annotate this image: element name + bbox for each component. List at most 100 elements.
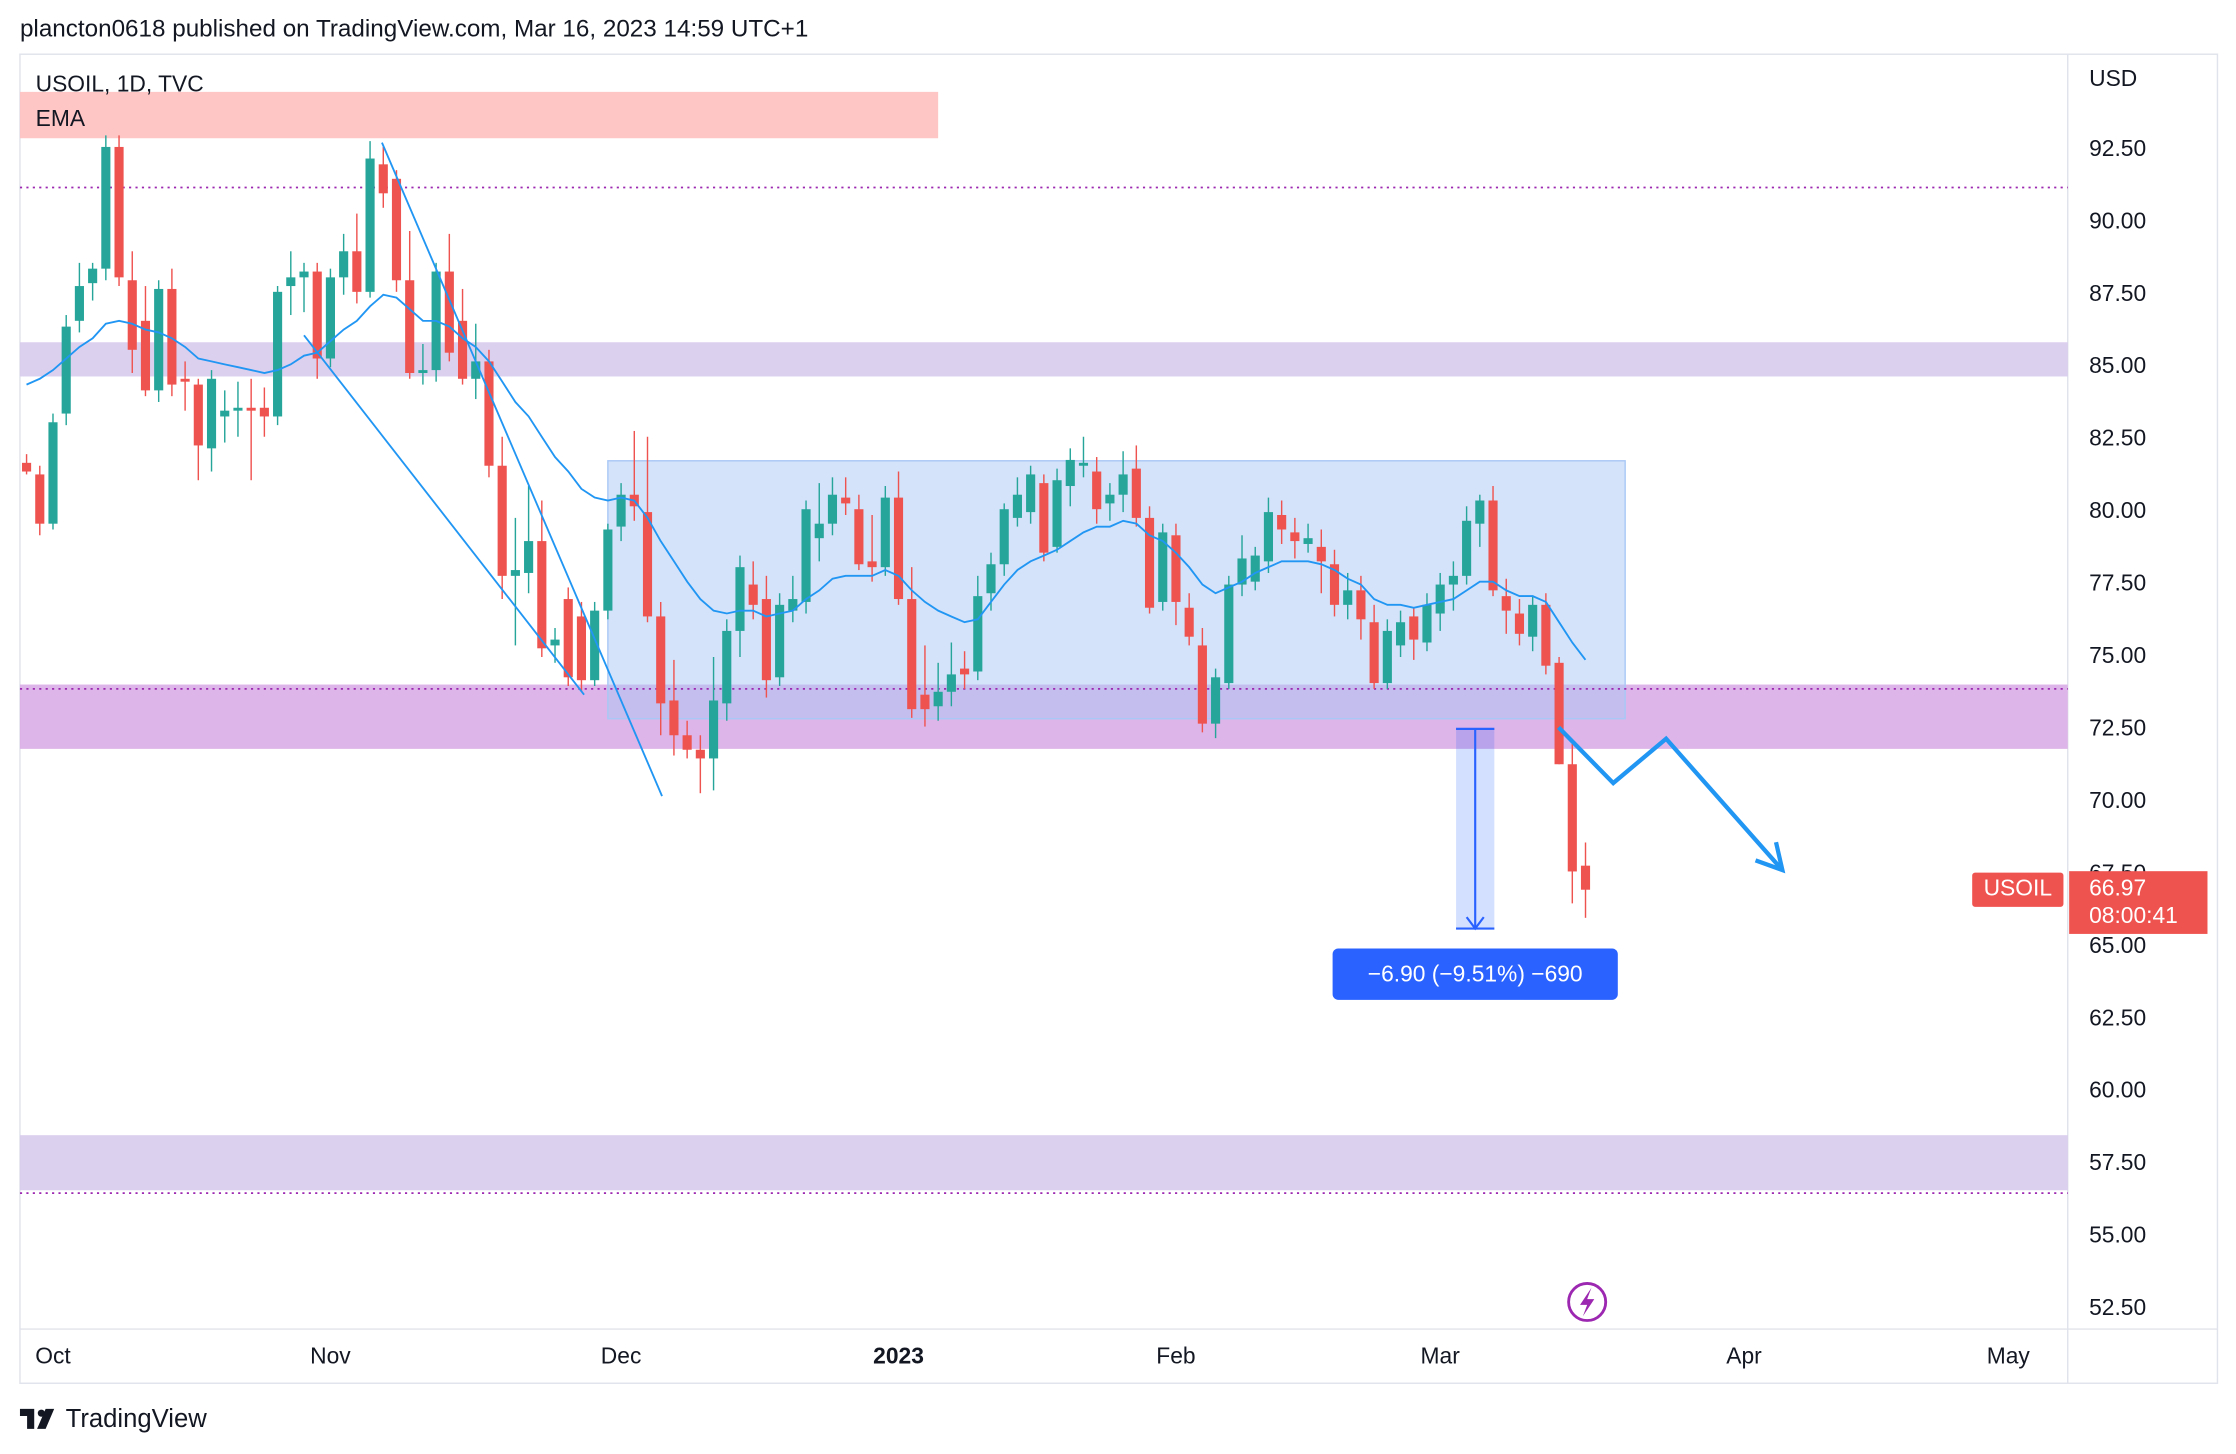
candle-body — [114, 146, 124, 278]
measure-label-box — [1332, 948, 1618, 1000]
candle-body — [986, 564, 996, 594]
candle-body — [312, 271, 322, 359]
candle-body — [1303, 538, 1313, 544]
candle-body — [140, 320, 151, 391]
candle-body — [1092, 471, 1102, 510]
candle-body — [1316, 546, 1326, 562]
measure-arrowhead — [1465, 916, 1485, 931]
trend-line — [303, 334, 585, 696]
y-tick-label: 80.00 — [2089, 497, 2146, 523]
footer-logo — [19, 1408, 55, 1429]
y-tick-label: 77.50 — [2089, 570, 2146, 596]
candle-body — [1382, 630, 1392, 684]
x-tick-label: Nov — [310, 1343, 351, 1369]
candle-body — [273, 291, 283, 417]
candle-body — [1052, 480, 1062, 547]
candle-body — [814, 523, 824, 539]
y-tick-label: 92.50 — [2089, 135, 2146, 161]
candle-body — [1211, 677, 1221, 724]
candle-body — [1488, 500, 1498, 591]
candle-body — [378, 164, 388, 194]
candle-body — [1435, 584, 1445, 614]
candle-body — [999, 509, 1009, 565]
y-tick-label: 70.00 — [2089, 787, 2146, 813]
y-tick-label: 75.00 — [2089, 642, 2146, 668]
candle-body — [1580, 865, 1591, 890]
candle-body — [788, 599, 798, 611]
candle-body — [1554, 662, 1564, 765]
y-tick-label: 55.00 — [2089, 1222, 2146, 1248]
candle-body — [1448, 575, 1458, 585]
candle-body — [391, 178, 402, 281]
candle-body — [616, 494, 626, 527]
candle-body — [22, 462, 32, 472]
candle-body — [1356, 590, 1366, 620]
candle-body — [1158, 532, 1168, 602]
candle-body — [907, 599, 917, 710]
candle-body — [867, 561, 877, 568]
candle-body — [1514, 613, 1525, 634]
candle-body — [352, 251, 362, 292]
candle-body — [761, 599, 771, 681]
candle-body — [233, 407, 243, 411]
candle-body — [550, 639, 560, 646]
footer-brand: TradingView — [66, 1405, 208, 1433]
candle-body — [193, 384, 203, 446]
chart-frame — [19, 53, 2219, 1384]
candle-body — [669, 700, 679, 736]
candle-body — [167, 288, 177, 385]
candle-body — [1197, 645, 1207, 724]
x-tick-label: Oct — [35, 1343, 71, 1369]
candle-body — [1277, 514, 1287, 530]
candle-body — [418, 370, 428, 373]
candle-body — [827, 494, 838, 524]
candle-body — [920, 694, 930, 710]
candle-body — [1105, 494, 1115, 504]
zone — [19, 1135, 2068, 1191]
candle-body — [1541, 604, 1551, 666]
candle-body — [35, 474, 45, 524]
alert-icon-bolt — [1580, 1287, 1595, 1317]
y-tick-label: 87.50 — [2089, 280, 2146, 306]
candle-body — [893, 497, 904, 600]
candle-body — [537, 541, 547, 649]
candle-body — [1567, 764, 1577, 872]
x-tick-label: 2023 — [873, 1343, 924, 1369]
y-tick-label: 62.50 — [2089, 1004, 2146, 1030]
zone — [19, 91, 939, 139]
logo-dot — [37, 1409, 45, 1417]
zone — [607, 460, 1626, 720]
candle-body — [642, 512, 653, 617]
candle-body — [444, 271, 454, 353]
candle-body — [1395, 622, 1406, 646]
candle-body — [590, 610, 600, 681]
y-tick-label: 72.50 — [2089, 714, 2146, 740]
candle-body — [206, 378, 217, 449]
candle-body — [1039, 483, 1049, 553]
candle-body — [960, 668, 970, 675]
candle-body — [299, 271, 309, 278]
candle-body — [656, 616, 666, 704]
candle-body — [1118, 474, 1128, 495]
zone — [19, 342, 2068, 377]
candle-body — [259, 407, 269, 417]
x-tick-label: Apr — [1726, 1343, 1762, 1369]
candle-body — [405, 280, 415, 373]
y-tick-label: 52.50 — [2089, 1294, 2146, 1320]
last-price-box — [2069, 871, 2208, 934]
logo-mark — [19, 1408, 55, 1429]
trend-line — [381, 142, 663, 797]
candle-body — [1263, 512, 1274, 562]
candle-body — [510, 570, 520, 576]
candle-body — [708, 700, 719, 759]
candle-body — [1131, 468, 1141, 518]
candle-body — [1422, 604, 1432, 643]
ema-line — [26, 293, 1587, 661]
candle-body — [88, 268, 98, 284]
candle-body — [880, 497, 890, 568]
candle-body — [1144, 517, 1155, 608]
plot-layer: −6.90 (−9.51%) −690 — [19, 91, 2068, 1195]
candle-body — [365, 158, 375, 292]
candle-body — [854, 509, 864, 565]
